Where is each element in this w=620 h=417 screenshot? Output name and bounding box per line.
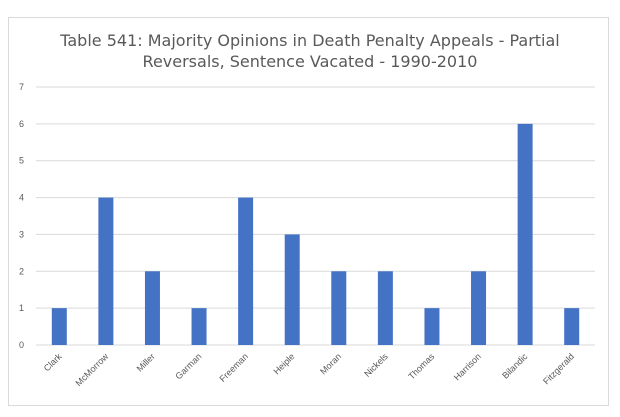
chart-title: Table 541: Majority Opinions in Death Pe… — [0, 30, 620, 72]
y-tick-label-1: 1 — [19, 303, 24, 313]
bar-fitzgerald — [564, 308, 580, 345]
bar-freeman — [238, 197, 254, 345]
chart-title-line-1: Table 541: Majority Opinions in Death Pe… — [60, 31, 560, 50]
x-tick-label-nickels: Nickels — [362, 351, 390, 379]
x-tick-label-harrison: Harrison — [452, 351, 483, 382]
y-tick-label-7: 7 — [19, 82, 24, 92]
x-tick-label-garman: Garman — [173, 351, 203, 381]
y-tick-label-0: 0 — [19, 340, 24, 350]
x-tick-label-heiple: Heiple — [272, 351, 297, 376]
chart-title-line-2: Reversals, Sentence Vacated - 1990-2010 — [142, 52, 478, 71]
x-tick-label-bilandic: Bilandic — [500, 351, 530, 381]
bar-harrison — [471, 271, 487, 345]
bar-bilandic — [517, 123, 533, 345]
bar-thomas — [424, 308, 440, 345]
x-tick-label-clark: Clark — [42, 351, 64, 373]
y-tick-label-3: 3 — [19, 229, 24, 239]
x-tick-label-moran: Moran — [318, 351, 343, 376]
bar-heiple — [284, 234, 300, 345]
x-tick-label-mcmorrow: McMorrow — [74, 351, 111, 388]
y-tick-label-6: 6 — [19, 119, 24, 129]
bar-clark — [51, 308, 67, 345]
y-tick-label-5: 5 — [19, 156, 24, 166]
bar-miller — [144, 271, 160, 345]
y-tick-label-4: 4 — [19, 193, 24, 203]
x-tick-label-freeman: Freeman — [218, 351, 251, 384]
bar-moran — [331, 271, 347, 345]
bar-mcmorrow — [98, 197, 114, 345]
x-tick-label-fitzgerald: Fitzgerald — [541, 351, 576, 386]
bar-nickels — [377, 271, 393, 345]
x-tick-label-miller: Miller — [135, 351, 157, 373]
y-tick-label-2: 2 — [19, 266, 24, 276]
bar-garman — [191, 308, 207, 345]
x-tick-label-thomas: Thomas — [406, 351, 436, 381]
